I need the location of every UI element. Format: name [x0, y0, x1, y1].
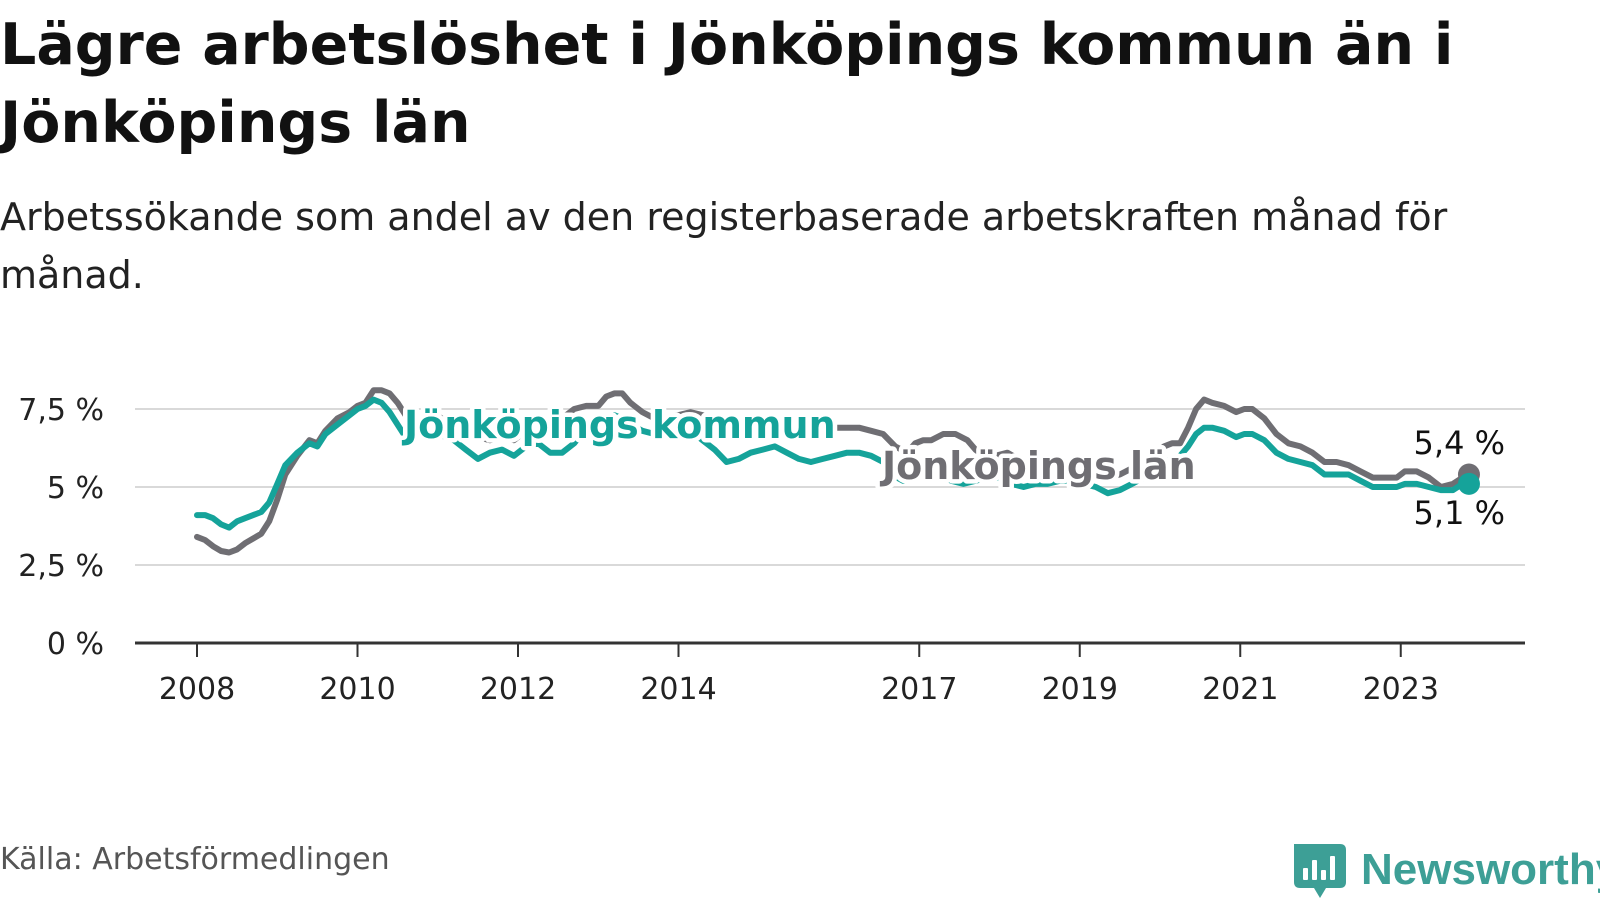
line-chart: 0 % 2,5 % 5 % 7,5 % 2008 2010 2012 2014 2017 2019…	[18, 387, 1525, 707]
y-tick-label: 7,5 %	[18, 393, 104, 428]
x-tick-label: 2010	[319, 672, 395, 707]
x-tick-label: 2021	[1202, 672, 1278, 707]
x-tick-label: 2014	[640, 672, 716, 707]
chart-axes: 0 % 2,5 % 5 % 7,5 % 2008 2010 2012 2014 2017 2019…	[18, 393, 1525, 707]
x-tick-label: 2017	[881, 672, 957, 707]
series-line-lan	[194, 387, 1472, 556]
x-tick-label: 2008	[159, 672, 235, 707]
x-tick-label: 2012	[480, 672, 556, 707]
y-tick-label: 0 %	[47, 627, 104, 662]
chart-labels: Jönköpings kommun Jönköpings län 5,4 % 5,1 …	[397, 399, 1509, 536]
series-label-kommun: Jönköpings kommun	[401, 403, 836, 447]
end-label-kommun: 5,1 %	[1414, 494, 1505, 532]
brand-name: Newsworthy	[1361, 845, 1600, 894]
series-label-lan: Jönköpings län	[879, 444, 1196, 488]
x-tick-label: 2019	[1042, 672, 1118, 707]
chart-grid	[135, 408, 1525, 566]
y-tick-label: 5 %	[47, 471, 104, 506]
page-subtitle: Arbetssökande som andel av den registerb…	[0, 195, 1448, 297]
y-tick-label: 2,5 %	[18, 549, 104, 584]
series-line-kommun	[194, 396, 1472, 531]
series-line-kommun-end-dot	[1457, 472, 1480, 495]
end-label-lan: 5,4 %	[1414, 424, 1505, 462]
chart-series	[194, 387, 1480, 556]
x-tick-label: 2023	[1363, 672, 1439, 707]
page-title: Lägre arbetslöshet i Jönköpings kommun ä…	[0, 12, 1454, 156]
source-note: Källa: Arbetsförmedlingen	[0, 842, 390, 877]
newsworthy-logo-icon	[1294, 844, 1346, 898]
